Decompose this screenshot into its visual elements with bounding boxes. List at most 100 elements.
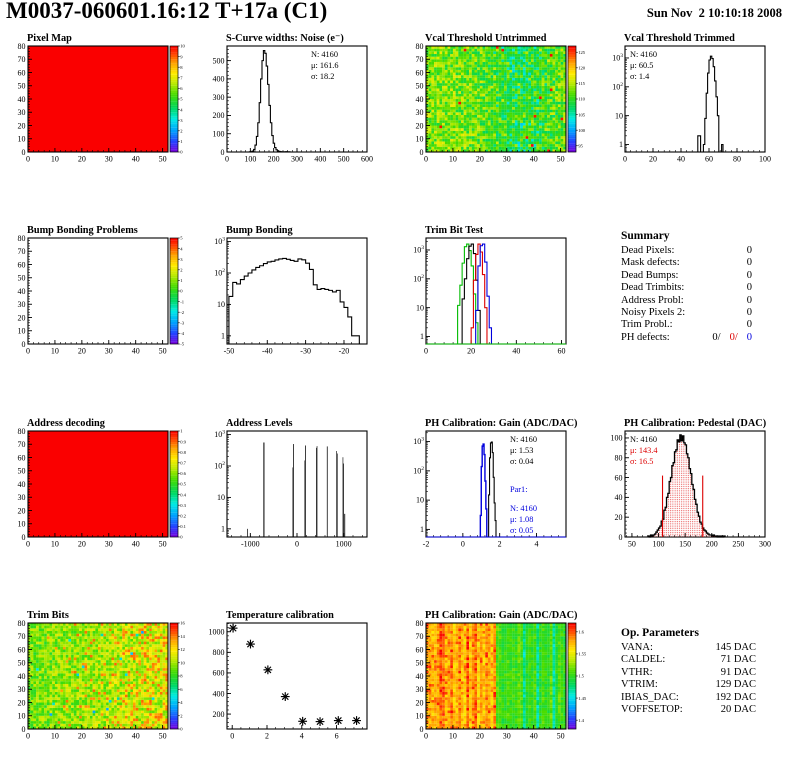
svg-text:100: 100 bbox=[653, 540, 665, 549]
svg-text:-3: -3 bbox=[180, 321, 185, 326]
svg-text:40: 40 bbox=[530, 155, 538, 164]
row-label: VANA: bbox=[621, 642, 653, 653]
svg-text:0: 0 bbox=[26, 540, 30, 549]
svg-text:300: 300 bbox=[213, 93, 225, 102]
svg-text:70: 70 bbox=[18, 247, 26, 256]
panel-temp-calib: 0 2 4 6 200 400 600 800 1000 Temperature calibrat… bbox=[199, 607, 398, 757]
svg-text:10: 10 bbox=[18, 135, 26, 144]
svg-text:103: 103 bbox=[214, 430, 225, 440]
svg-text:115: 115 bbox=[578, 81, 585, 86]
svg-text:10: 10 bbox=[416, 303, 424, 312]
chart-vcal-untrimmed: 95 100 105 110 115 120 125 0 10 20 30 40 50 0 10 20 30 40… bbox=[416, 33, 586, 164]
svg-text:0.4: 0.4 bbox=[180, 492, 186, 497]
svg-text:100: 100 bbox=[244, 155, 256, 164]
svg-text:1: 1 bbox=[619, 140, 623, 149]
svg-text:100: 100 bbox=[759, 155, 771, 164]
svg-text:20: 20 bbox=[416, 121, 424, 130]
svg-text:60: 60 bbox=[705, 155, 713, 164]
panel-bump-problems: 5 4 3 2 1 0 -1 -2 -3 -4 -5 0 10 20 30 40 50 0 10 20 30 40 50 60… bbox=[0, 222, 199, 372]
svg-text:σ: 0.04: σ: 0.04 bbox=[510, 457, 534, 466]
svg-text:10: 10 bbox=[615, 111, 623, 120]
svg-text:σ: 16.5: σ: 16.5 bbox=[630, 457, 653, 466]
svg-text:0.5: 0.5 bbox=[180, 482, 186, 487]
svg-text:N: 4160: N: 4160 bbox=[630, 50, 657, 59]
panel-ph-pedestal: 50 100 150 200 250 300 0 20 40 60 80 100 N: 4160 μ: 1… bbox=[597, 415, 796, 565]
svg-text:200: 200 bbox=[268, 155, 280, 164]
svg-text:30: 30 bbox=[18, 108, 26, 117]
row-label: Dead Bumps: bbox=[621, 269, 679, 281]
svg-text:40: 40 bbox=[18, 287, 26, 296]
svg-text:10: 10 bbox=[18, 520, 26, 529]
svg-text:50: 50 bbox=[557, 155, 565, 164]
svg-text:80: 80 bbox=[615, 454, 623, 463]
svg-text:0: 0 bbox=[225, 155, 229, 164]
chart-ph-pedestal: 50 100 150 200 250 300 0 20 40 60 80 100 N: 4160 μ: 1… bbox=[611, 418, 772, 549]
svg-text:1: 1 bbox=[221, 331, 225, 340]
chart-title: PH Calibration: Gain (ADC/DAC) bbox=[425, 418, 577, 429]
svg-text:50: 50 bbox=[18, 467, 26, 476]
svg-text:40: 40 bbox=[132, 540, 140, 549]
svg-text:120: 120 bbox=[578, 66, 586, 71]
svg-text:80: 80 bbox=[416, 42, 424, 51]
row-label: Trim Probl.: bbox=[621, 319, 673, 331]
svg-text:70: 70 bbox=[18, 55, 26, 64]
svg-text:102: 102 bbox=[214, 268, 225, 278]
svg-text:80: 80 bbox=[18, 234, 26, 243]
svg-text:6: 6 bbox=[180, 86, 183, 91]
row-label: IBIAS_DAC: bbox=[621, 691, 679, 703]
svg-text:103: 103 bbox=[214, 237, 225, 247]
summary-rows: Dead Pixels: 0 Mask defects: 0 Dead Bumps: 0 D… bbox=[621, 245, 752, 332]
svg-text:0: 0 bbox=[424, 155, 428, 164]
summary-rows-row: Address Probl: 0 bbox=[621, 295, 752, 307]
svg-text:0: 0 bbox=[22, 148, 26, 157]
chart-title: Pixel Map bbox=[27, 33, 72, 44]
svg-text:102: 102 bbox=[413, 466, 424, 476]
panel-vcal-trimmed: 0 20 40 60 80 100 1 10 102 103 N: 4160 μ: 60.5 σ: 1.… bbox=[597, 30, 796, 180]
svg-text:30: 30 bbox=[105, 155, 113, 164]
svg-text:2: 2 bbox=[180, 129, 183, 134]
svg-text:50: 50 bbox=[628, 540, 636, 549]
svg-text:50: 50 bbox=[159, 155, 167, 164]
svg-text:40: 40 bbox=[132, 155, 140, 164]
panel-address-decoding: 0 0.1 0.2 0.3 0.4 0.5 0.6 0.7 0.8 0.9 1 0 10 20 30 40 50… bbox=[0, 415, 199, 565]
panel-ph-gain-hist: -2 0 2 4 1 10 102 103 N: 4160 μ: 1.53 σ: 0.04 Par1:… bbox=[398, 415, 597, 565]
svg-text:40: 40 bbox=[677, 155, 685, 164]
svg-text:10: 10 bbox=[416, 496, 424, 505]
svg-text:50: 50 bbox=[416, 82, 424, 91]
panel-pixel-map: 0 1 2 3 4 5 6 7 8 9 10 0 10 20 30 40 50 0 10 20 30 40 50 60 70 80… bbox=[0, 30, 199, 180]
ph-defect-value: 0 bbox=[746, 331, 752, 343]
svg-text:0: 0 bbox=[619, 533, 623, 542]
svg-text:-50: -50 bbox=[224, 347, 235, 356]
ph-defects-values: 0/0/0 bbox=[703, 332, 752, 344]
svg-text:0: 0 bbox=[623, 155, 627, 164]
svg-text:Par1:: Par1: bbox=[510, 485, 528, 494]
svg-text:103: 103 bbox=[413, 245, 424, 255]
svg-text:80: 80 bbox=[18, 42, 26, 51]
svg-text:20: 20 bbox=[467, 347, 475, 356]
svg-text:0: 0 bbox=[221, 148, 225, 157]
svg-text:40: 40 bbox=[18, 95, 26, 104]
svg-text:10: 10 bbox=[180, 44, 185, 49]
row-value: 0 bbox=[746, 306, 752, 318]
op-rows-row: VTHR: 91 DAC bbox=[621, 667, 756, 679]
svg-text:0.1: 0.1 bbox=[180, 524, 186, 529]
svg-text:70: 70 bbox=[416, 55, 424, 64]
svg-text:-1000: -1000 bbox=[241, 540, 260, 549]
row-value: 91 DAC bbox=[720, 666, 756, 678]
svg-text:σ: 18.2: σ: 18.2 bbox=[311, 72, 334, 81]
svg-text:μ: 143.4: μ: 143.4 bbox=[630, 446, 658, 455]
timestamp: Sun Nov 2 10:10:18 2008 bbox=[646, 6, 782, 20]
svg-text:3: 3 bbox=[180, 257, 183, 262]
page-title: M0037-060601.16:12 T+17a (C1) bbox=[6, 0, 328, 23]
svg-text:N: 4160: N: 4160 bbox=[311, 50, 338, 59]
svg-text:2: 2 bbox=[498, 540, 502, 549]
svg-text:10: 10 bbox=[449, 155, 457, 164]
svg-text:1: 1 bbox=[420, 525, 424, 534]
svg-text:4: 4 bbox=[180, 246, 183, 251]
svg-text:50: 50 bbox=[159, 347, 167, 356]
ph-defect-value: 0/ bbox=[712, 331, 721, 343]
row-label: Dead Pixels: bbox=[621, 245, 675, 256]
